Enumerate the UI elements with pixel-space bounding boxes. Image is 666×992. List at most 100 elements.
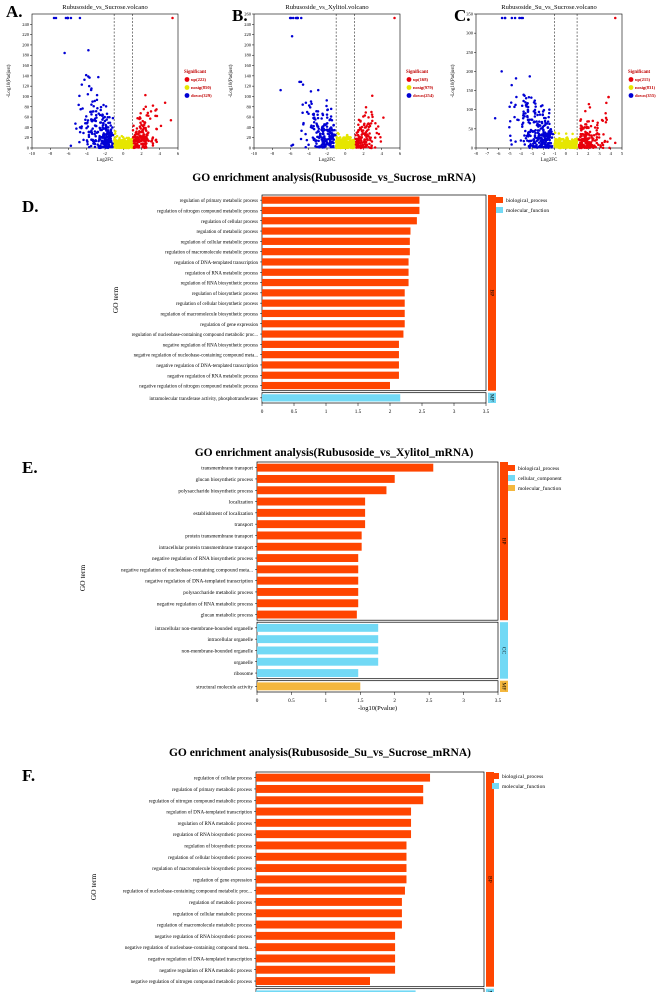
go-bar-chart-d: GO enrichment analysis(Rubusoside_vs_Suc… (111, 172, 549, 415)
point-up (367, 116, 370, 119)
x-tick-label: 2 (389, 409, 392, 415)
point-up (579, 132, 582, 136)
point-up (163, 101, 167, 104)
point-up (359, 120, 362, 123)
point-down (107, 145, 110, 148)
point-down (82, 131, 85, 135)
point-down (509, 134, 512, 137)
point-nosig (125, 136, 129, 140)
point-down (537, 110, 541, 114)
point-down (329, 107, 333, 111)
point-down (90, 87, 93, 90)
point-down (312, 112, 316, 116)
point-nosig (564, 140, 567, 144)
point-nosig (341, 143, 345, 147)
point-up (582, 127, 585, 130)
point-up (360, 125, 364, 129)
point-up (586, 146, 590, 149)
x-tick-label: -7 (485, 151, 489, 156)
point-up (588, 130, 592, 134)
x-tick-label: 0 (565, 151, 568, 156)
y-tick-label: 240 (244, 22, 252, 27)
go-term-label: intracellular organelle (207, 637, 253, 643)
point-up (144, 93, 147, 97)
point-up (587, 136, 591, 140)
point-up (132, 124, 135, 127)
point-up (370, 113, 374, 116)
go-term-label: transport (235, 522, 254, 528)
point-down (98, 136, 101, 140)
category-strip (488, 392, 496, 403)
point-down (94, 124, 98, 128)
go-term-label: negative regulation of nitrogen compound… (131, 980, 252, 985)
point-down (78, 130, 82, 134)
point-down (322, 137, 325, 140)
point-down (96, 107, 99, 110)
point-nosig (555, 145, 558, 149)
point-down (102, 140, 106, 143)
point-up (151, 144, 155, 147)
point-up (368, 132, 371, 135)
point-up (141, 124, 145, 128)
point-up (154, 138, 158, 141)
point-down (102, 122, 105, 125)
point-down (111, 142, 114, 145)
legend-label: up(168) (413, 77, 429, 82)
point-down (516, 118, 519, 122)
point-nosig (573, 146, 576, 149)
go-term-label: regulation of primary metabolic process (172, 788, 252, 793)
legend-swatch (492, 783, 499, 789)
point-up (594, 145, 597, 149)
x-tick-label: -4 (519, 151, 523, 156)
go-term-label: regulation of primary metabolic process (180, 199, 258, 204)
point-down (545, 136, 549, 140)
point-nosig (336, 136, 339, 140)
point-down (513, 105, 516, 109)
point-nosig (575, 137, 578, 140)
bar (262, 394, 401, 402)
x-tick-label: 0.5 (291, 409, 298, 415)
point-up (151, 137, 154, 140)
point-down (321, 140, 324, 143)
point-nosig (553, 131, 557, 134)
point-down (527, 96, 531, 99)
point-down (514, 77, 518, 80)
point-down (301, 83, 305, 86)
point-down (305, 138, 309, 142)
point-down (87, 84, 91, 88)
category-code: BP (501, 538, 507, 545)
bar (257, 463, 434, 472)
point-nosig (338, 144, 342, 147)
point-down (317, 136, 320, 139)
point-up (604, 120, 608, 124)
go-term-label: regulation of biosynthetic process (192, 292, 258, 297)
y-tick-label: 260 (244, 12, 252, 17)
bar (257, 599, 359, 608)
point-nosig (130, 145, 134, 148)
point-down (109, 128, 113, 131)
y-tick-label: 220 (22, 32, 30, 37)
point-nosig (337, 139, 340, 142)
point-down (299, 137, 303, 141)
point-down (542, 124, 546, 128)
bar (256, 841, 407, 850)
point-down (94, 139, 97, 142)
point-up (595, 141, 599, 145)
bar (262, 206, 420, 215)
point-up (603, 140, 606, 144)
go-term-label: regulation of cellular metabolic process (181, 240, 259, 245)
point-down (329, 135, 333, 138)
go-term-label: intracellular non-membrane-bounded organ… (155, 626, 254, 632)
volcano-title: Rubusoside_vs_Sucrose.volcano (62, 4, 147, 11)
y-tick-label: 20 (25, 135, 30, 140)
x-tick-label: -8 (48, 151, 52, 156)
point-up (359, 146, 363, 150)
point-down (110, 131, 113, 135)
y-tick-label: 120 (244, 84, 252, 89)
bar (262, 309, 405, 318)
point-down (526, 139, 529, 142)
point-down (109, 145, 113, 149)
point-down (109, 137, 112, 140)
point-nosig (553, 143, 556, 147)
point-up (131, 129, 135, 132)
